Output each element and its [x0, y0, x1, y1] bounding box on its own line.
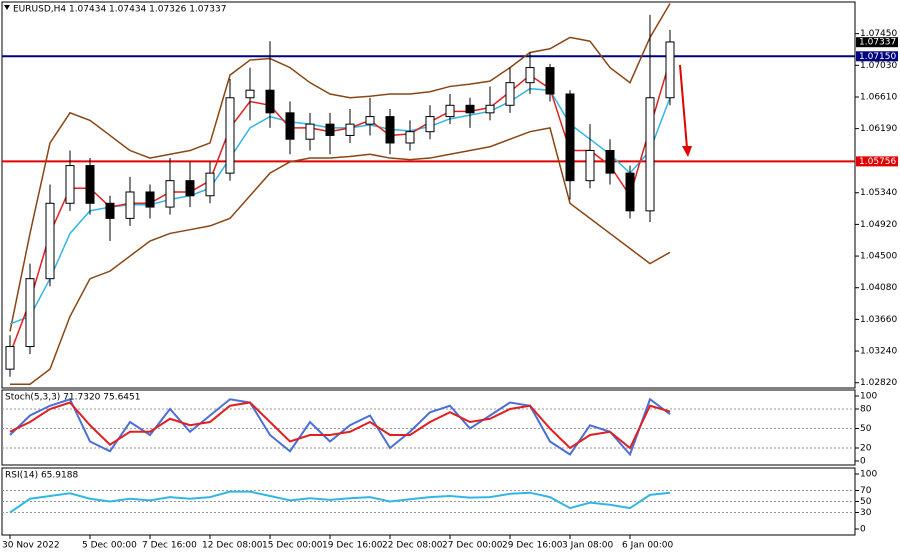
candle-body: [405, 131, 415, 144]
y-tick-label: 1.04920: [860, 220, 897, 230]
x-tick-label: 5 Dec 00:00: [82, 541, 137, 551]
x-tick-label: 3 Jan 08:00: [562, 541, 614, 551]
candle-body: [465, 104, 475, 114]
candle-body: [185, 180, 195, 197]
menu-triangle: [4, 5, 10, 10]
candle-body: [145, 191, 155, 208]
panel-frame: [1, 389, 856, 466]
arrow-shaft: [679, 64, 688, 149]
panel-title: Stoch(5,3,3) 71.7320 75.6451: [5, 393, 140, 403]
last-price-label: 1.07337: [859, 38, 896, 48]
candle-body: [25, 278, 35, 348]
candle-body: [585, 150, 595, 182]
indicator-line: [9, 3, 671, 332]
indicator-line: [9, 490, 671, 514]
candle-body: [385, 116, 395, 144]
y-tick-label: 1.07030: [860, 61, 897, 71]
candle-body: [505, 82, 515, 106]
candle-body: [345, 123, 355, 136]
price-level-label: 1.07150: [859, 52, 896, 62]
y-tick-label: 50: [860, 424, 872, 434]
candle-body: [485, 104, 495, 114]
last-price-tag: [856, 37, 898, 48]
price-level-tag: [856, 51, 898, 62]
candle-body: [665, 41, 675, 99]
candle-body: [245, 89, 255, 99]
x-tick-label: 27 Dec 00:00: [442, 541, 503, 551]
y-tick-label: 0: [860, 457, 866, 467]
candle-body: [445, 104, 455, 118]
candle-body: [205, 172, 215, 197]
candle-body: [85, 165, 95, 204]
y-tick-label: 1.04500: [860, 252, 897, 262]
x-tick-label: 30 Nov 2022: [2, 541, 60, 551]
candle-body: [525, 67, 535, 84]
x-tick-label: 6 Jan 00:00: [622, 541, 674, 551]
y-tick-label: 1.06190: [860, 124, 897, 134]
indicator-line: [9, 401, 671, 450]
panel-title: RSI(14) 65.9188: [5, 471, 78, 481]
y-tick-label: 1.03660: [860, 315, 897, 325]
candle-body: [65, 165, 75, 204]
y-tick-label: 0: [860, 525, 866, 535]
y-tick-label: 1.07450: [860, 29, 897, 39]
candle-body: [125, 191, 135, 219]
y-tick-label: 30: [860, 508, 872, 518]
y-tick-label: 1.02820: [860, 378, 897, 388]
candle-body: [105, 202, 115, 219]
y-tick-label: 1.04080: [860, 283, 897, 293]
candle-body: [565, 93, 575, 182]
y-tick-label: 80: [860, 405, 872, 415]
x-tick-label: 12 Dec 08:00: [202, 541, 263, 551]
indicator-line: [10, 127, 671, 385]
candle-body: [645, 97, 655, 212]
candle-body: [225, 97, 235, 174]
candle-body: [265, 89, 275, 114]
candle-body: [605, 150, 615, 174]
candle-body: [365, 116, 375, 125]
price-level-tag: [856, 156, 898, 167]
y-tick-label: 1.03240: [860, 347, 897, 357]
candle-body: [625, 172, 635, 212]
candle-body: [425, 116, 435, 133]
arrow-head: [682, 146, 692, 157]
candle-body: [45, 202, 55, 280]
y-tick-label: 20: [860, 444, 872, 454]
x-tick-label: 19 Dec 16:00: [322, 541, 383, 551]
x-tick-label: 7 Dec 16:00: [142, 541, 197, 551]
candle-body: [305, 123, 315, 140]
y-tick-label: 100: [860, 470, 877, 480]
x-tick-label: 22 Dec 08:00: [382, 541, 443, 551]
y-tick-label: 70: [860, 486, 872, 496]
y-tick-label: 50: [860, 497, 872, 507]
x-tick-label: 29 Dec 16:00: [502, 541, 563, 551]
candle-body: [165, 180, 175, 208]
candle-body: [285, 112, 295, 140]
y-tick-label: 1.05340: [860, 188, 897, 198]
candle-body: [5, 346, 15, 370]
panel-title: EURUSD,H4 1.07434 1.07434 1.07326 1.0733…: [13, 5, 226, 15]
candle-body: [545, 67, 555, 95]
y-tick-label: 1.06610: [860, 92, 897, 102]
y-tick-label: 100: [860, 392, 877, 402]
indicator-line: [9, 59, 671, 355]
x-tick-label: 15 Dec 00:00: [262, 541, 323, 551]
price-level-label: 1.05756: [859, 157, 896, 167]
panel-frame: [1, 1, 856, 389]
candle-body: [325, 123, 335, 136]
